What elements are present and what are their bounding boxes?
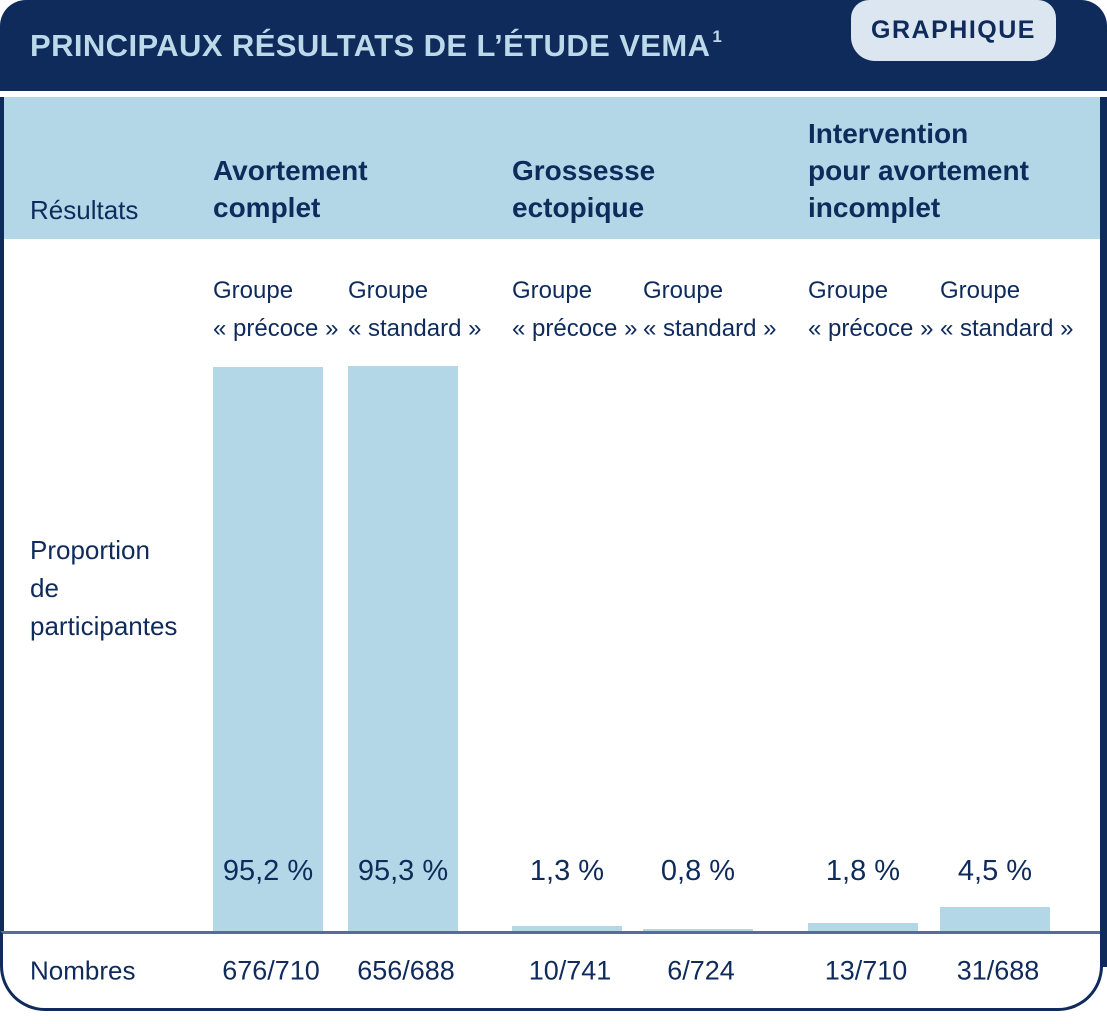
bar xyxy=(348,366,458,934)
bar xyxy=(940,907,1050,934)
count-value: 6/724 xyxy=(667,955,735,986)
percent-label: 4,5 % xyxy=(957,855,1033,887)
arm-label-line: Groupe xyxy=(643,277,724,304)
bar xyxy=(808,923,918,934)
outcome-header-line: Grossesse xyxy=(512,155,656,186)
count-value: 13/710 xyxy=(824,955,908,986)
outcome-header-line: incomplet xyxy=(808,192,941,223)
outcome-header: Intervention pour avortement incomplet xyxy=(808,115,1029,226)
percent-label: 95,3 % xyxy=(357,855,449,887)
arm-label: Groupe « précoce » xyxy=(808,272,958,348)
arm-label-line: « précoce » xyxy=(808,315,934,342)
arm-label-line: Groupe xyxy=(808,277,889,304)
chart-left-border xyxy=(0,97,4,934)
column-header-band: Résultats Avortement complet Grossesse ecto… xyxy=(0,97,1100,239)
count-value: 31/688 xyxy=(956,955,1040,986)
outcome-header-line: complet xyxy=(213,192,321,223)
arm-label: Groupe « précoce » xyxy=(512,272,662,348)
results-row-label: Résultats xyxy=(30,195,139,225)
bar xyxy=(213,367,323,934)
outcome-header-line: pour avortement xyxy=(808,155,1029,186)
y-axis-label: Proportion de participantes xyxy=(30,535,178,641)
arm-label-line: « standard » xyxy=(643,315,777,342)
numbers-row-label: Nombres xyxy=(30,955,136,986)
numbers-row: Nombres 676/710 656/688 10/741 6/724 13/710 3… xyxy=(0,931,1103,1011)
arm-label-line: Groupe xyxy=(213,277,294,304)
title-footnote-marker: 1 xyxy=(712,26,723,46)
arm-label-line: Groupe xyxy=(940,277,1021,304)
page-title: PRINCIPAUX RÉSULTATS DE L’ÉTUDE VEMA 1 xyxy=(30,0,722,91)
outcome-header-line: ectopique xyxy=(512,192,645,223)
arm-label-line: « standard » xyxy=(940,315,1074,342)
count-value: 10/741 xyxy=(528,955,612,986)
percent-label: 1,8 % xyxy=(825,855,901,887)
arm-label-line: « précoce » xyxy=(512,315,638,342)
arm-label: Groupe « standard » xyxy=(348,272,498,348)
arm-label: Groupe « précoce » xyxy=(213,272,363,348)
outcome-header: Grossesse ectopique xyxy=(512,152,655,226)
arm-label-line: « standard » xyxy=(348,315,482,342)
bar xyxy=(512,926,622,934)
percent-label: 0,8 % xyxy=(660,855,736,887)
arm-label: Groupe « standard » xyxy=(940,272,1090,348)
outcome-header: Avortement complet xyxy=(213,152,368,226)
arm-label-line: Groupe xyxy=(348,277,429,304)
graphique-badge[interactable]: GRAPHIQUE xyxy=(851,0,1056,61)
count-value: 656/688 xyxy=(357,955,455,986)
chart-right-border xyxy=(1100,97,1107,967)
page-title-text: PRINCIPAUX RÉSULTATS DE L’ÉTUDE VEMA xyxy=(30,27,711,63)
percent-label: 1,3 % xyxy=(529,855,605,887)
count-value: 676/710 xyxy=(222,955,320,986)
arm-label: Groupe « standard » xyxy=(643,272,793,348)
outcome-header-line: Intervention xyxy=(808,118,969,149)
arm-label-line: « précoce » xyxy=(213,315,339,342)
arm-label-line: Groupe xyxy=(512,277,593,304)
percent-label: 95,2 % xyxy=(222,855,314,887)
outcome-header-line: Avortement xyxy=(213,155,368,186)
